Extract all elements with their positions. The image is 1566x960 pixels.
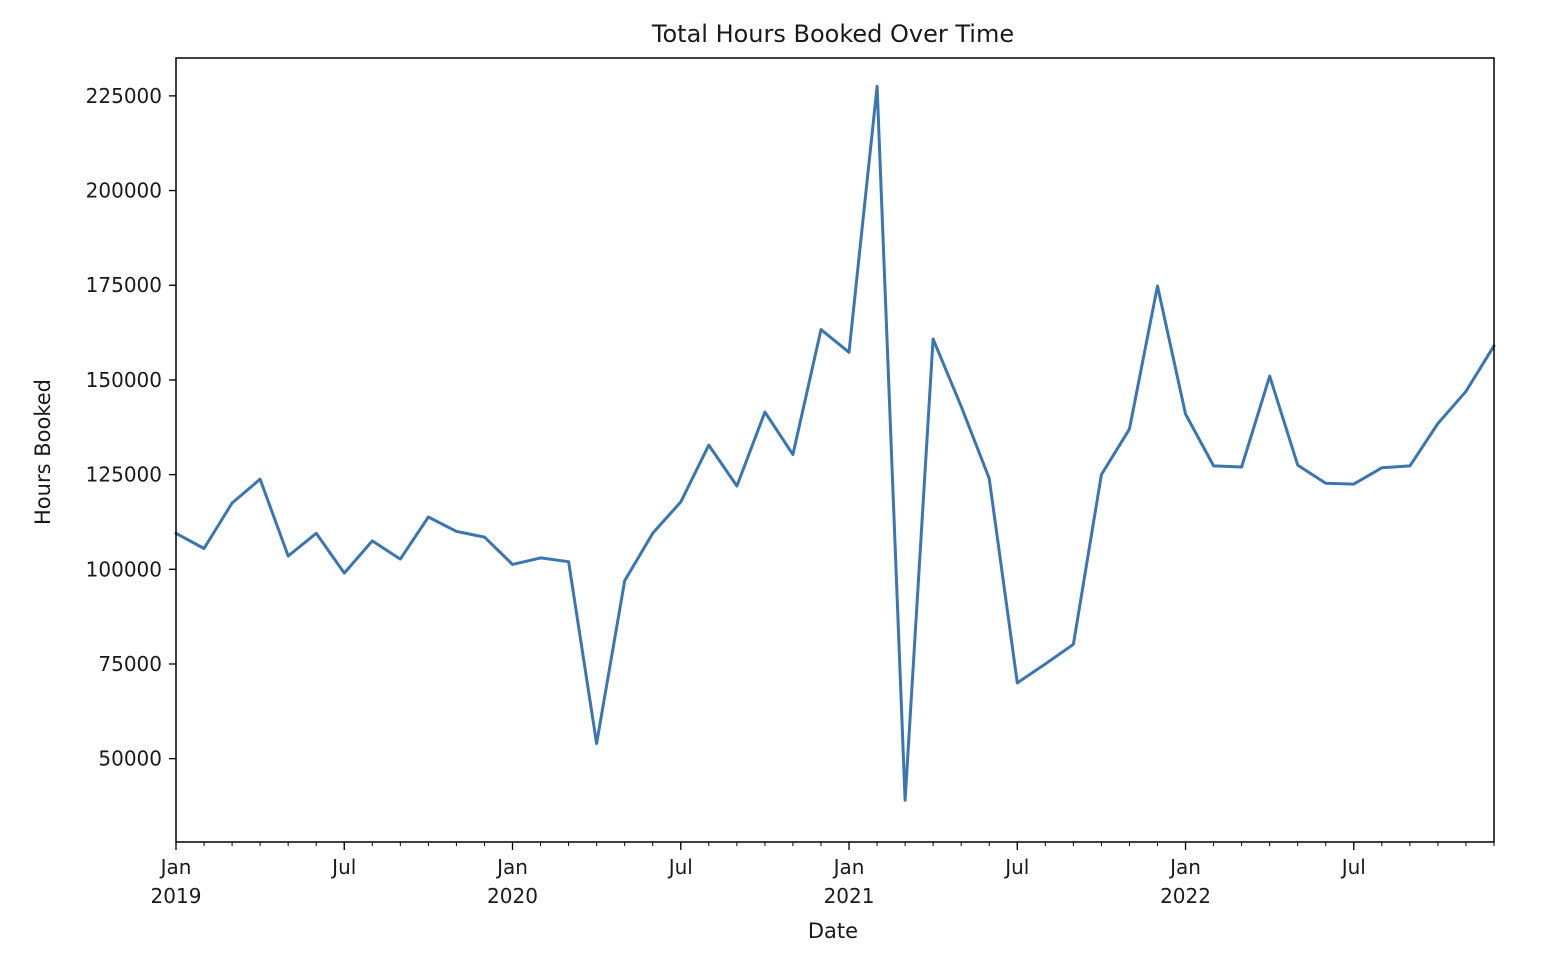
x-tick-label: Jul [667, 855, 693, 879]
series-line [174, 84, 1496, 802]
plot-area [174, 84, 1496, 802]
y-tick-label: 150000 [86, 368, 162, 392]
y-tick-label: 175000 [86, 273, 162, 297]
x-tick-year-label: 2020 [487, 884, 538, 908]
x-tick-label: Jul [1003, 855, 1029, 879]
y-tick-label: 75000 [98, 652, 162, 676]
y-axis: 50000 75000 100000 125000 150000 175000 200000… [86, 84, 176, 771]
y-tick-label: 50000 [98, 747, 162, 771]
x-tick-year-label: 2022 [1160, 884, 1211, 908]
x-tick-year-label: 2019 [151, 884, 202, 908]
x-tick-year-label: 2021 [824, 884, 875, 908]
y-axis-label: Hours Booked [31, 379, 55, 525]
y-tick-label: 225000 [86, 84, 162, 108]
x-tick-label: Jul [330, 855, 356, 879]
y-tick-label: 125000 [86, 463, 162, 487]
x-tick-label: Jan [159, 855, 192, 879]
x-tick-label: Jan [832, 855, 865, 879]
x-tick-label: Jul [1340, 855, 1366, 879]
x-tick-label: Jan [495, 855, 528, 879]
y-tick-label: 200000 [86, 179, 162, 203]
x-axis-label: Date [808, 919, 858, 943]
plot-frame [175, 57, 1495, 843]
x-axis: Jan 2019 Jul Jan 2020 Jul Jan 2021 Jul Jan 2022 Jul [151, 842, 1495, 908]
x-tick-label: Jan [1168, 855, 1201, 879]
chart-title: Total Hours Booked Over Time [651, 20, 1014, 48]
y-tick-label: 100000 [86, 557, 162, 581]
